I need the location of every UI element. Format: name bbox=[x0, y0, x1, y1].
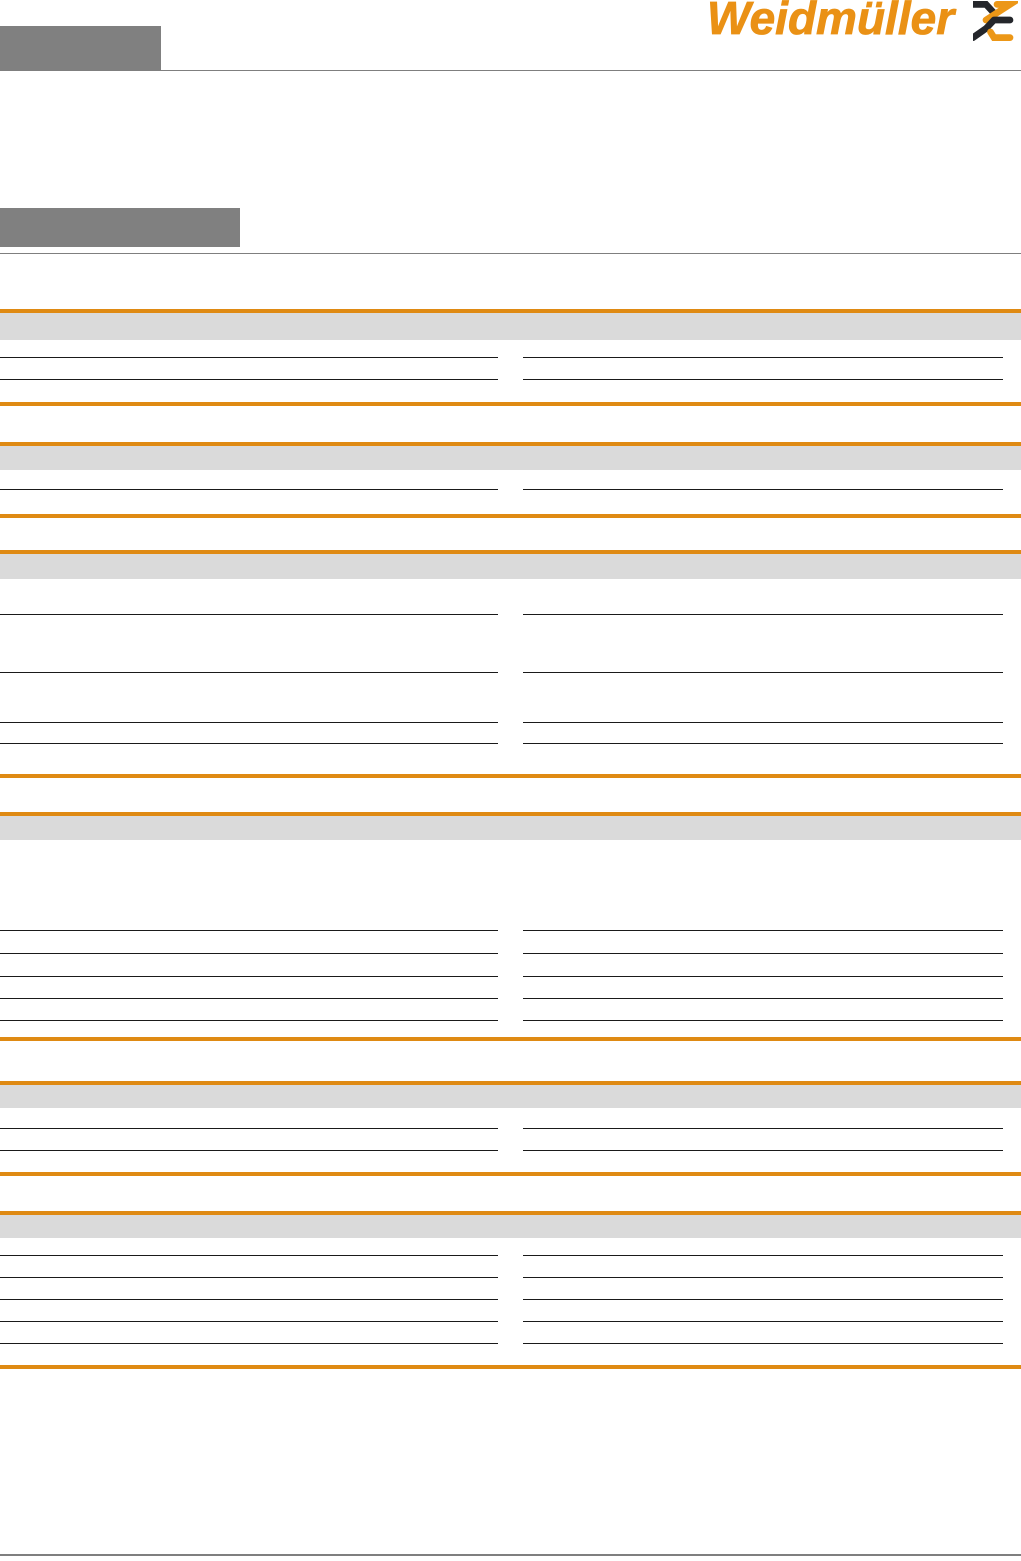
svg-text:Weidmüller: Weidmüller bbox=[707, 0, 956, 44]
